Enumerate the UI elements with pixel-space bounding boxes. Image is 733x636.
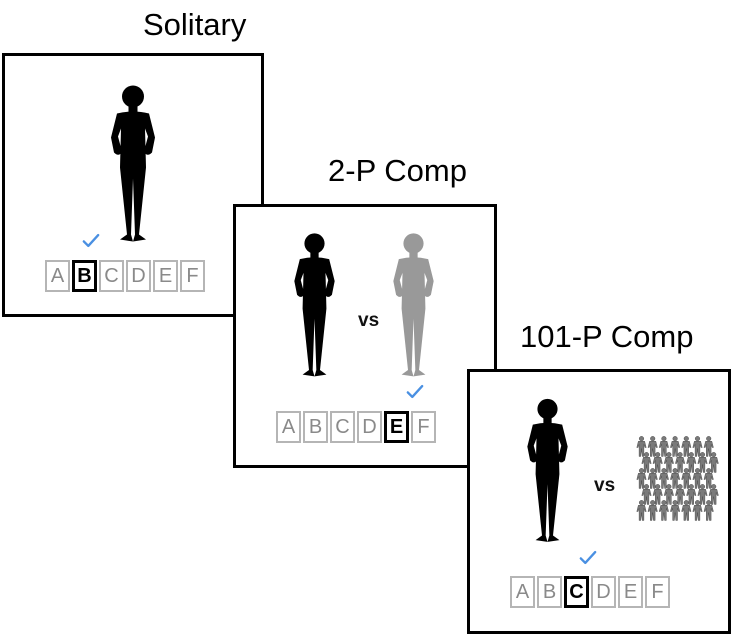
- answer-option-f[interactable]: F: [645, 576, 670, 608]
- answer-option-d[interactable]: D: [126, 260, 151, 292]
- answer-option-f[interactable]: F: [411, 411, 436, 443]
- answer-option-b[interactable]: B: [537, 576, 562, 608]
- answer-options: A B C D E F: [510, 576, 670, 608]
- panel-solitary-title: Solitary: [143, 7, 247, 42]
- player-silhouette-icon: [520, 392, 575, 547]
- answer-option-d[interactable]: D: [357, 411, 382, 443]
- answer-option-c[interactable]: C: [99, 260, 124, 292]
- answer-option-a[interactable]: A: [510, 576, 535, 608]
- answer-option-b[interactable]: B: [303, 411, 328, 443]
- answer-option-a[interactable]: A: [45, 260, 70, 292]
- answer-option-e[interactable]: E: [153, 260, 178, 292]
- answer-options: A B C D E F: [276, 411, 436, 443]
- answer-option-a[interactable]: A: [276, 411, 301, 443]
- player-silhouette-icon: [287, 224, 342, 384]
- opponent-silhouette-icon: [386, 224, 441, 384]
- checkmark-icon: [82, 233, 100, 248]
- answer-option-d[interactable]: D: [591, 576, 616, 608]
- answer-option-f[interactable]: F: [180, 260, 205, 292]
- panel-2p-comp: vs A B C D E F: [233, 204, 497, 468]
- answer-option-e-selected[interactable]: E: [384, 411, 409, 443]
- answer-options: A B C D E F: [45, 260, 205, 292]
- vs-label: vs: [594, 475, 616, 496]
- checkmark-icon: [406, 384, 424, 399]
- panel-101p-comp: vs A B C D E F: [467, 369, 731, 634]
- player-silhouette-icon: [103, 75, 163, 250]
- panel-101p-comp-title: 101-P Comp: [520, 319, 694, 354]
- answer-option-c[interactable]: C: [330, 411, 355, 443]
- answer-option-e[interactable]: E: [618, 576, 643, 608]
- answer-option-c-selected[interactable]: C: [564, 576, 589, 608]
- panel-2p-comp-title: 2-P Comp: [328, 153, 467, 188]
- crowd-icon: [636, 436, 719, 521]
- checkmark-icon: [579, 550, 597, 565]
- panel-solitary: A B C D E F: [2, 53, 264, 317]
- vs-label: vs: [358, 310, 380, 331]
- answer-option-b-selected[interactable]: B: [72, 260, 97, 292]
